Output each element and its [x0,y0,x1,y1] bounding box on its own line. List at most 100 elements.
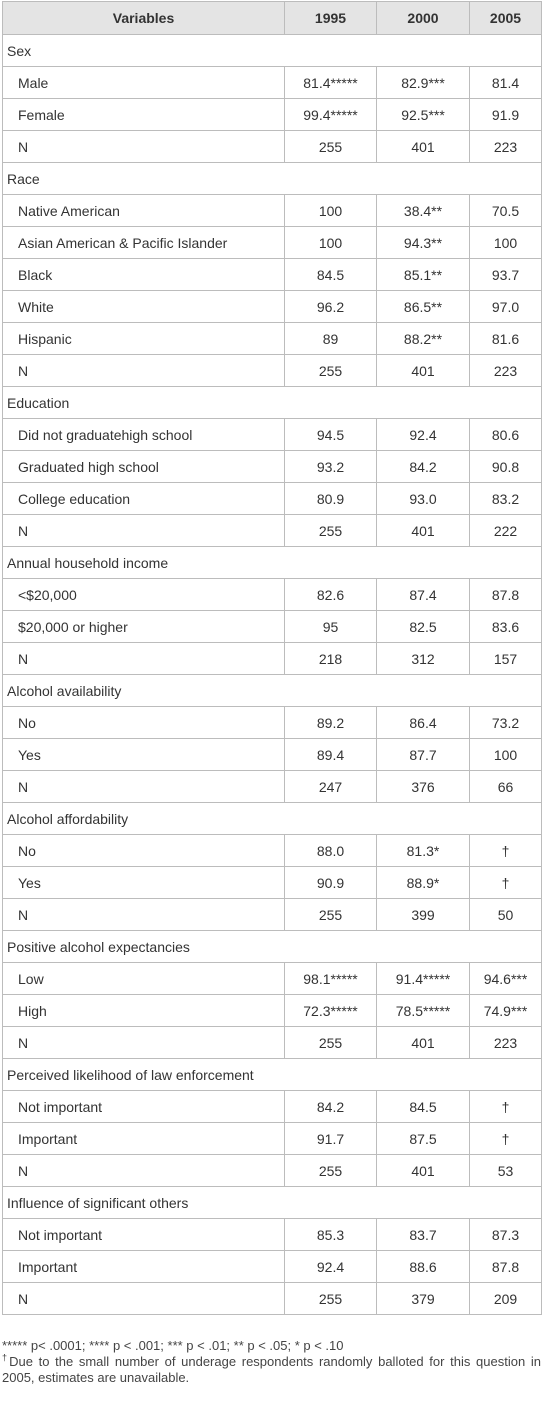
cell: 82.9*** [376,66,470,99]
cell: 223 [469,1026,542,1059]
footnote-text: ***** p< .0001; **** p < .001; *** p < .… [2,1338,344,1353]
cell: 81.4 [469,66,542,99]
row-label: N [2,354,285,387]
cell: 85.3 [284,1218,377,1251]
row-label: N [2,1282,285,1315]
data-row: Native American 100 38.4** 70.5 [2,194,542,227]
cell: 100 [284,226,377,259]
row-label: High [2,994,285,1027]
data-row: Asian American & Pacific Islander 100 94.3… [2,226,542,259]
cell: 87.3 [469,1218,542,1251]
cell: † [469,1090,542,1123]
cell: 81.3* [376,834,470,867]
data-row: N 255 401 223 [2,130,542,163]
cell: 255 [284,898,377,931]
cell: 87.7 [376,738,470,771]
data-row: N 255 379 209 [2,1282,542,1315]
data-row: N 255 401 223 [2,354,542,387]
data-row: Not important 84.2 84.5 † [2,1090,542,1123]
cell: 84.5 [376,1090,470,1123]
cell: 83.6 [469,610,542,643]
row-label: Hispanic [2,322,285,355]
cell: † [469,834,542,867]
cell: 50 [469,898,542,931]
cell: 38.4** [376,194,470,227]
row-label: Not important [2,1218,285,1251]
cell: 97.0 [469,290,542,323]
cell: 93.7 [469,258,542,291]
data-row: Male 81.4***** 82.9*** 81.4 [2,66,542,99]
data-row: No 88.0 81.3* † [2,834,542,867]
data-row: Important 92.4 88.6 87.8 [2,1250,542,1283]
cell: 88.9* [376,866,470,899]
data-row: Female 99.4***** 92.5*** 91.9 [2,98,542,131]
cell: 399 [376,898,470,931]
cell: 87.5 [376,1122,470,1155]
data-row: College education 80.9 93.0 83.2 [2,482,542,515]
cell: 73.2 [469,706,542,739]
row-label: No [2,706,285,739]
table-body: Sex Male 81.4***** 82.9*** 81.4 Female 99.4***… [2,34,542,1315]
data-row: Important 91.7 87.5 † [2,1122,542,1155]
data-row: High 72.3***** 78.5***** 74.9*** [2,994,542,1027]
cell: 223 [469,130,542,163]
cell: 157 [469,642,542,675]
group-label: Education [2,386,542,419]
cell: 99.4***** [284,98,377,131]
cell: 84.2 [284,1090,377,1123]
row-label: Low [2,962,285,995]
row-label: Yes [2,738,285,771]
group-row: Sex [2,34,542,67]
cell: 209 [469,1282,542,1315]
group-row: Race [2,162,542,195]
row-label: Did not graduatehigh school [2,418,285,451]
row-label: Graduated high school [2,450,285,483]
row-label: College education [2,482,285,515]
cell: 92.4 [376,418,470,451]
data-row: $20,000 or higher 95 82.5 83.6 [2,610,542,643]
cell: 93.0 [376,482,470,515]
cell: 90.9 [284,866,377,899]
cell: 222 [469,514,542,547]
cell: 80.9 [284,482,377,515]
cell: 88.0 [284,834,377,867]
cell: 223 [469,354,542,387]
group-row: Education [2,386,542,419]
data-row: Graduated high school 93.2 84.2 90.8 [2,450,542,483]
cell: 53 [469,1154,542,1187]
cell: 92.4 [284,1250,377,1283]
cell: 84.2 [376,450,470,483]
row-label: No [2,834,285,867]
header-cell: Variables [2,1,285,35]
row-label: N [2,514,285,547]
cell: 87.4 [376,578,470,611]
row-label: N [2,130,285,163]
cell: 83.2 [469,482,542,515]
cell: 74.9*** [469,994,542,1027]
data-row: N 247 376 66 [2,770,542,803]
data-row: Black 84.5 85.1** 93.7 [2,258,542,291]
row-label: Asian American & Pacific Islander [2,226,285,259]
cell: 66 [469,770,542,803]
cell: 90.8 [469,450,542,483]
group-row: Positive alcohol expectancies [2,930,542,963]
cell: 89.4 [284,738,377,771]
cell: 401 [376,1154,470,1187]
group-row: Annual household income [2,546,542,579]
cell: 70.5 [469,194,542,227]
data-row: Yes 90.9 88.9* † [2,866,542,899]
row-label: N [2,898,285,931]
cell: 87.8 [469,578,542,611]
cell: 255 [284,354,377,387]
row-label: N [2,1026,285,1059]
data-table: Variables 1995 2000 2005 Sex Male 81.4***** 82… [2,1,542,1315]
cell: 82.5 [376,610,470,643]
cell: 81.4***** [284,66,377,99]
data-row: White 96.2 86.5** 97.0 [2,290,542,323]
cell: 94.3** [376,226,470,259]
cell: 91.9 [469,98,542,131]
group-label: Positive alcohol expectancies [2,930,542,963]
cell: 100 [284,194,377,227]
cell: 81.6 [469,322,542,355]
row-label: Yes [2,866,285,899]
